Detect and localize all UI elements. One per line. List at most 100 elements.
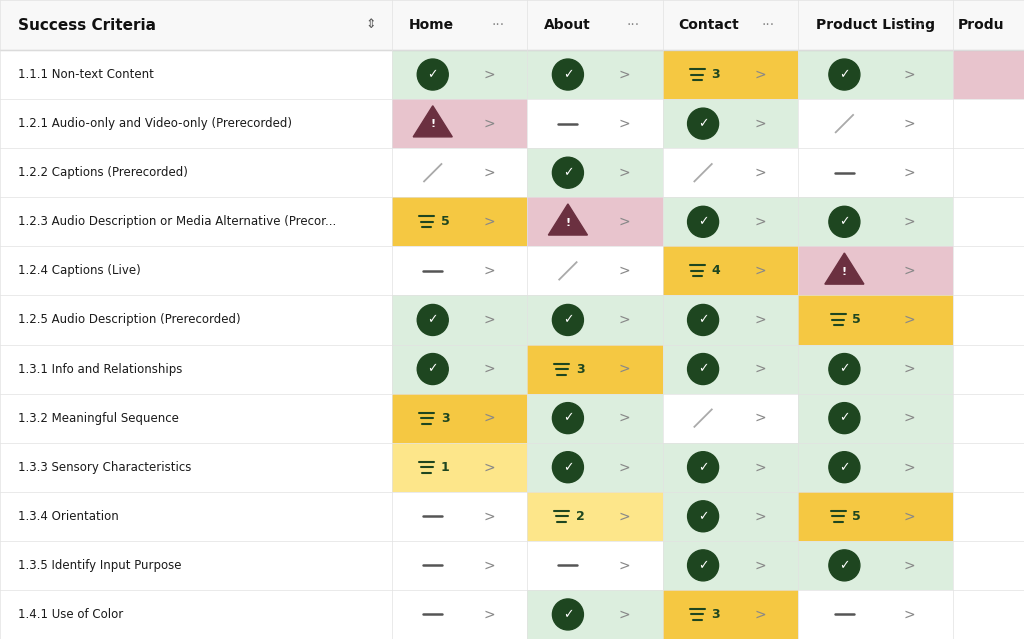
Bar <box>392 99 527 148</box>
Text: ✓: ✓ <box>562 412 573 425</box>
Circle shape <box>552 304 584 335</box>
Text: 3: 3 <box>575 362 585 376</box>
Bar <box>527 246 663 295</box>
Text: 1.3.3 Sensory Characteristics: 1.3.3 Sensory Characteristics <box>18 461 191 473</box>
Bar <box>798 492 953 541</box>
Bar <box>798 344 953 394</box>
Text: >: > <box>904 117 915 130</box>
Text: 5: 5 <box>852 510 861 523</box>
Text: >: > <box>483 215 496 229</box>
Circle shape <box>552 157 584 189</box>
Circle shape <box>417 59 449 90</box>
Text: ···: ··· <box>627 18 639 32</box>
Text: 1.1.1 Non-text Content: 1.1.1 Non-text Content <box>18 68 154 81</box>
Text: >: > <box>754 509 766 523</box>
Text: >: > <box>483 362 496 376</box>
Text: ✓: ✓ <box>427 314 438 327</box>
Bar <box>953 295 1024 344</box>
Bar <box>527 99 663 148</box>
Text: !: ! <box>842 266 847 277</box>
Bar <box>0 295 392 344</box>
Bar <box>392 394 527 443</box>
Text: ✓: ✓ <box>562 166 573 179</box>
Bar <box>0 148 392 197</box>
Text: 1.2.2 Captions (Prerecorded): 1.2.2 Captions (Prerecorded) <box>18 166 187 179</box>
Text: >: > <box>483 460 496 474</box>
Bar <box>527 443 663 492</box>
Circle shape <box>687 304 719 335</box>
Text: >: > <box>904 68 915 82</box>
Bar <box>527 197 663 246</box>
Text: 3: 3 <box>711 68 720 81</box>
Bar <box>663 197 798 246</box>
Bar <box>0 246 392 295</box>
Text: >: > <box>754 460 766 474</box>
Bar <box>392 492 527 541</box>
Text: >: > <box>904 558 915 573</box>
Circle shape <box>828 403 860 434</box>
Bar <box>0 394 392 443</box>
Text: >: > <box>904 460 915 474</box>
Text: >: > <box>754 558 766 573</box>
Bar <box>0 50 392 99</box>
Text: ···: ··· <box>492 18 504 32</box>
Text: >: > <box>618 166 631 180</box>
Bar <box>953 50 1024 99</box>
Text: >: > <box>483 608 496 622</box>
Text: ✓: ✓ <box>697 559 709 572</box>
Bar <box>798 99 953 148</box>
Text: >: > <box>618 411 631 425</box>
Bar <box>527 295 663 344</box>
Text: >: > <box>483 264 496 278</box>
Text: 1.3.4 Orientation: 1.3.4 Orientation <box>18 510 119 523</box>
Text: 3: 3 <box>711 608 720 621</box>
Bar <box>663 148 798 197</box>
Circle shape <box>687 501 719 532</box>
Text: !: ! <box>565 218 570 227</box>
Text: >: > <box>904 313 915 327</box>
Bar <box>0 197 392 246</box>
Bar <box>798 394 953 443</box>
Text: >: > <box>754 608 766 622</box>
Bar <box>527 50 663 99</box>
Text: ✓: ✓ <box>839 68 850 81</box>
Text: 1.4.1 Use of Color: 1.4.1 Use of Color <box>18 608 123 621</box>
Bar <box>798 197 953 246</box>
Text: >: > <box>618 313 631 327</box>
Bar <box>663 590 798 639</box>
Text: >: > <box>618 460 631 474</box>
Text: >: > <box>754 215 766 229</box>
Circle shape <box>828 550 860 581</box>
Bar <box>953 148 1024 197</box>
Text: >: > <box>904 608 915 622</box>
Bar <box>663 394 798 443</box>
Bar <box>0 443 392 492</box>
Polygon shape <box>549 204 588 235</box>
Bar <box>663 246 798 295</box>
Circle shape <box>417 353 449 385</box>
Circle shape <box>828 452 860 482</box>
Text: Success Criteria: Success Criteria <box>18 17 156 33</box>
Bar <box>798 50 953 99</box>
Text: >: > <box>904 411 915 425</box>
Text: >: > <box>754 166 766 180</box>
Text: >: > <box>483 509 496 523</box>
Text: >: > <box>904 215 915 229</box>
Text: ✓: ✓ <box>562 608 573 621</box>
Circle shape <box>828 59 860 90</box>
Circle shape <box>828 353 860 385</box>
Text: >: > <box>904 264 915 278</box>
Text: ✓: ✓ <box>697 510 709 523</box>
Text: >: > <box>483 117 496 130</box>
Bar <box>527 590 663 639</box>
Bar <box>527 394 663 443</box>
Polygon shape <box>825 253 864 284</box>
Text: 1.3.5 Identify Input Purpose: 1.3.5 Identify Input Purpose <box>18 559 181 572</box>
Bar <box>0 492 392 541</box>
Bar <box>953 590 1024 639</box>
Bar <box>527 492 663 541</box>
Text: Contact: Contact <box>679 18 739 32</box>
Text: 4: 4 <box>711 265 720 277</box>
Bar <box>392 148 527 197</box>
Bar <box>392 295 527 344</box>
